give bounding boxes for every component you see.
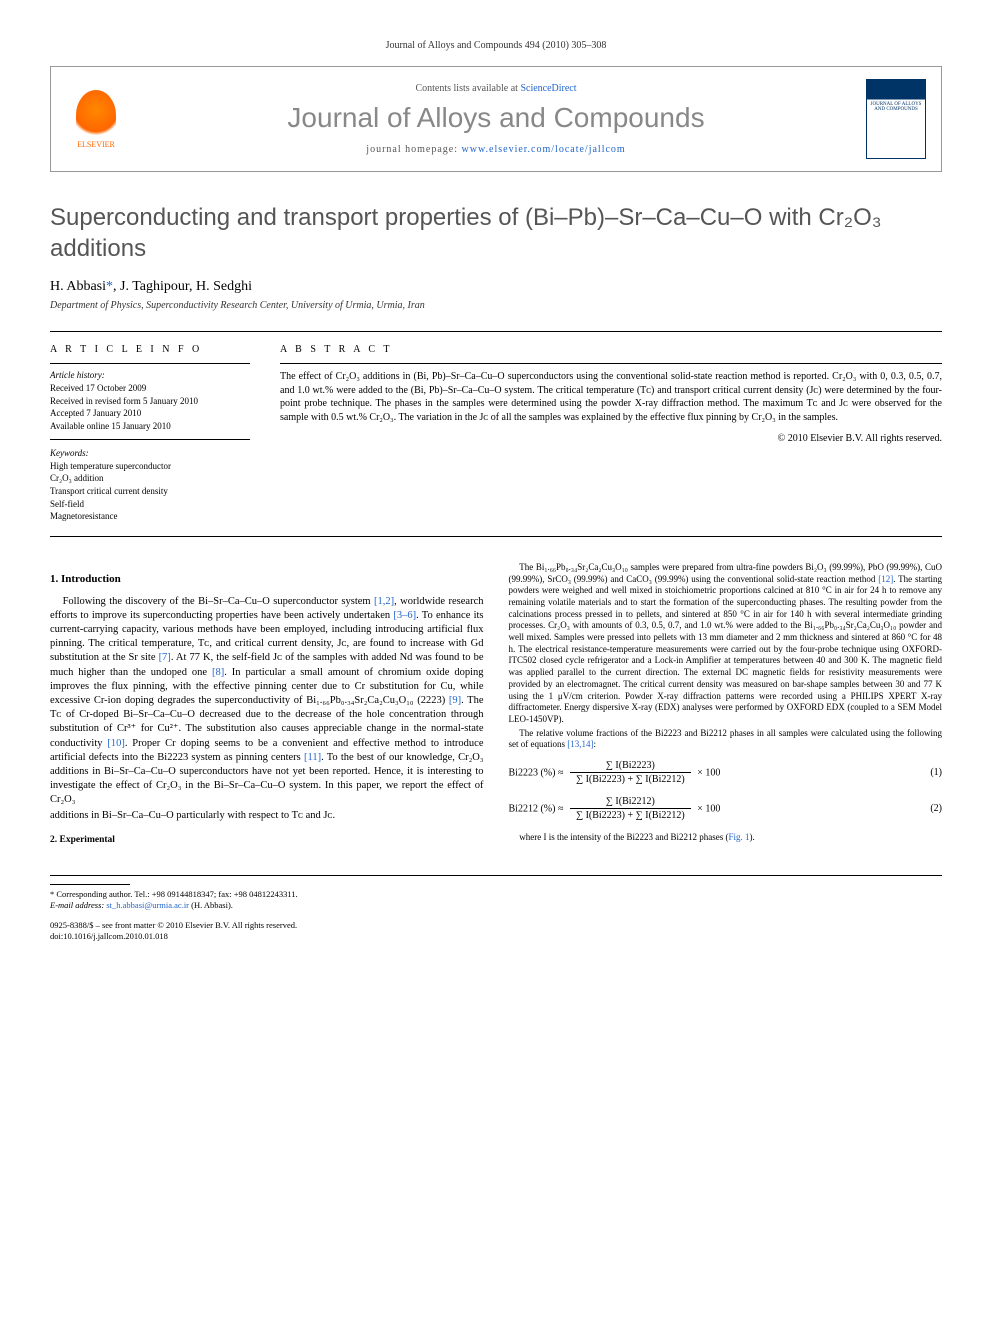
author-1: H. Abbasi (50, 279, 106, 294)
email-link[interactable]: st_h.abbasi@urmia.ac.ir (106, 900, 189, 910)
info-abstract-row: A R T I C L E I N F O Article history: R… (50, 331, 942, 537)
keyword-1: High temperature superconductor (50, 461, 250, 473)
authors-rest: , J. Taghipour, H. Sedghi (113, 279, 252, 294)
eq1-lhs: Bi2223 (%) ≈ ∑ I(Bi2223) ∑ I(Bi2223) + ∑… (509, 759, 721, 787)
homepage-link[interactable]: www.elsevier.com/locate/jallcom (462, 144, 626, 155)
contents-line: Contents lists available at ScienceDirec… (141, 83, 851, 94)
keywords-label: Keywords: (50, 448, 250, 460)
corresponding-mark: * (106, 279, 113, 294)
ref-7[interactable]: [7] (159, 652, 171, 663)
eq1-times: × 100 (697, 767, 720, 778)
exp-text-1b: . The starting powders were weighed and … (509, 574, 943, 724)
affiliation: Department of Physics, Superconductivity… (50, 300, 942, 311)
abstract-block: A B S T R A C T The effect of Cr₂O₃ addi… (280, 344, 942, 524)
intro-paragraph-1-cont: additions in Bi–Sr–Ca–Cu–O particularly … (50, 809, 484, 823)
article-title: Superconducting and transport properties… (50, 202, 942, 264)
header-center: Contents lists available at ScienceDirec… (141, 83, 851, 155)
journal-name: Journal of Alloys and Compounds (141, 102, 851, 134)
history-revised: Received in revised form 5 January 2010 (50, 396, 250, 408)
keyword-2: Cr₂O₃ addition (50, 473, 250, 485)
contents-prefix: Contents lists available at (415, 83, 520, 94)
journal-cover-thumbnail: JOURNAL OF ALLOYS AND COMPOUNDS (866, 79, 926, 159)
journal-header-box: ELSEVIER Contents lists available at Sci… (50, 66, 942, 172)
elsevier-tree-icon (76, 90, 116, 140)
eq2-label: Bi2212 (%) ≈ (509, 803, 564, 814)
ref-10[interactable]: [10] (107, 738, 125, 749)
ref-13-14[interactable]: [13,14] (567, 739, 593, 749)
where-text-a: where I is the intensity of the Bi2223 a… (519, 832, 728, 842)
keyword-3: Transport critical current density (50, 486, 250, 498)
corresponding-author-line: * Corresponding author. Tel.: +98 091448… (50, 889, 451, 899)
eq2-number: (2) (930, 802, 942, 816)
body-columns: 1. Introduction Following the discovery … (50, 562, 942, 850)
equation-2: Bi2212 (%) ≈ ∑ I(Bi2212) ∑ I(Bi2223) + ∑… (509, 795, 943, 823)
equation-where: where I is the intensity of the Bi2223 a… (509, 831, 943, 843)
exp-text-1a: The Bi₁.₆₆Pb₀.₃₄Sr₂Ca₂Cu₃O₁₀ samples wer… (509, 562, 943, 584)
article-info-heading: A R T I C L E I N F O (50, 344, 250, 355)
footnote-rule (50, 884, 130, 885)
eq2-fraction: ∑ I(Bi2212) ∑ I(Bi2223) + ∑ I(Bi2212) (570, 795, 691, 823)
keywords-rule (50, 439, 250, 440)
eq1-numerator: ∑ I(Bi2223) (570, 759, 691, 774)
ref-12[interactable]: [12] (878, 574, 893, 584)
ref-11[interactable]: [11] (304, 752, 321, 763)
ref-9[interactable]: [9] (449, 695, 461, 706)
article-info-rule (50, 363, 250, 364)
history-label: Article history: (50, 370, 250, 382)
elsevier-logo: ELSEVIER (66, 84, 126, 154)
email-line: E-mail address: st_h.abbasi@urmia.ac.ir … (50, 900, 451, 910)
history-received: Received 17 October 2009 (50, 383, 250, 395)
intro-heading: 1. Introduction (50, 572, 484, 587)
keyword-4: Self-field (50, 499, 250, 511)
history-online: Available online 15 January 2010 (50, 421, 250, 433)
article-info-block: A R T I C L E I N F O Article history: R… (50, 344, 250, 524)
eq1-denominator: ∑ I(Bi2223) + ∑ I(Bi2212) (570, 773, 691, 787)
eq2-lhs: Bi2212 (%) ≈ ∑ I(Bi2212) ∑ I(Bi2223) + ∑… (509, 795, 721, 823)
ref-1-2[interactable]: [1,2] (374, 596, 394, 607)
eq2-denominator: ∑ I(Bi2223) + ∑ I(Bi2212) (570, 809, 691, 823)
ref-8[interactable]: [8] (212, 667, 224, 678)
abstract-text: The effect of Cr₂O₃ additions in (Bi, Pb… (280, 370, 942, 424)
intro-paragraph-1: Following the discovery of the Bi–Sr–Ca–… (50, 595, 484, 808)
eq1-label: Bi2223 (%) ≈ (509, 767, 564, 778)
homepage-line: journal homepage: www.elsevier.com/locat… (141, 144, 851, 155)
footer-left: * Corresponding author. Tel.: +98 091448… (50, 884, 451, 942)
where-text-b: ). (750, 832, 755, 842)
abstract-copyright: © 2010 Elsevier B.V. All rights reserved… (280, 432, 942, 446)
experimental-paragraph-1: The Bi₁.₆₆Pb₀.₃₄Sr₂Ca₂Cu₃O₁₀ samples wer… (509, 562, 943, 726)
intro-text-1a: Following the discovery of the Bi–Sr–Ca–… (63, 596, 374, 607)
experimental-paragraph-2: The relative volume fractions of the Bi2… (509, 728, 943, 751)
equation-1: Bi2223 (%) ≈ ∑ I(Bi2223) ∑ I(Bi2223) + ∑… (509, 759, 943, 787)
page-footer: * Corresponding author. Tel.: +98 091448… (50, 875, 942, 942)
eq1-number: (1) (930, 766, 942, 780)
elsevier-label: ELSEVIER (77, 140, 115, 149)
issn-line: 0925-8388/$ – see front matter © 2010 El… (50, 920, 451, 930)
email-label: E-mail address: (50, 900, 106, 910)
fig-1-link[interactable]: Fig. 1 (729, 832, 750, 842)
sciencedirect-link[interactable]: ScienceDirect (520, 83, 576, 94)
eq2-numerator: ∑ I(Bi2212) (570, 795, 691, 810)
history-accepted: Accepted 7 January 2010 (50, 408, 250, 420)
homepage-prefix: journal homepage: (366, 144, 461, 155)
eq1-fraction: ∑ I(Bi2223) ∑ I(Bi2223) + ∑ I(Bi2212) (570, 759, 691, 787)
author-list: H. Abbasi*, J. Taghipour, H. Sedghi (50, 279, 942, 295)
doi-line: doi:10.1016/j.jallcom.2010.01.018 (50, 931, 451, 941)
experimental-heading: 2. Experimental (50, 834, 484, 847)
abstract-rule (280, 363, 942, 364)
email-suffix: (H. Abbasi). (189, 900, 233, 910)
abstract-heading: A B S T R A C T (280, 344, 942, 355)
exp-text-2b: : (594, 739, 597, 749)
ref-3-6[interactable]: [3–6] (393, 610, 416, 621)
keyword-5: Magnetoresistance (50, 511, 250, 523)
journal-reference: Journal of Alloys and Compounds 494 (201… (50, 40, 942, 51)
eq2-times: × 100 (697, 803, 720, 814)
